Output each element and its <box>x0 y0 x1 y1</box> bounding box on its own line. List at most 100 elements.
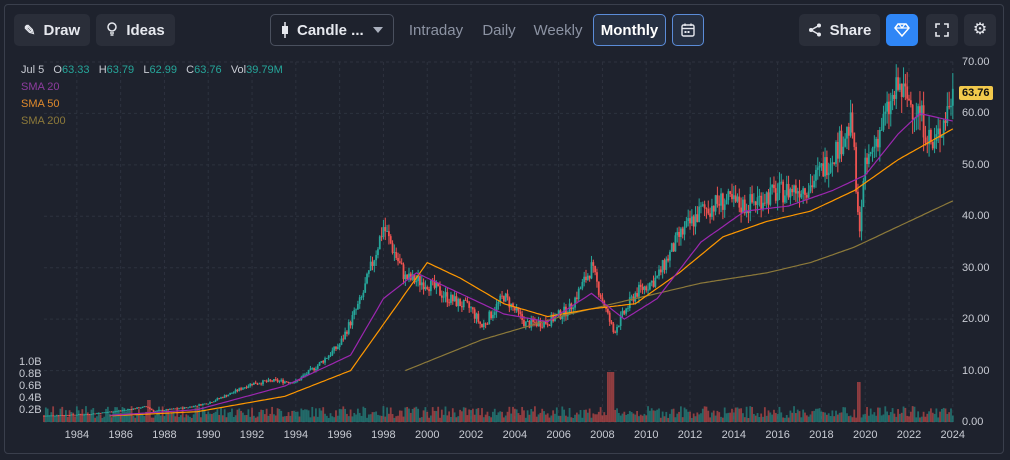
draw-button[interactable]: ✎ Draw <box>14 14 90 46</box>
volume-bar <box>791 412 794 422</box>
candle-body <box>466 300 469 303</box>
candle-body <box>413 274 416 283</box>
candle-body <box>94 413 96 415</box>
candle-body <box>858 212 861 232</box>
candle-body <box>674 235 677 252</box>
volume-bar <box>413 407 416 422</box>
candle-body <box>464 300 467 301</box>
volume-bar <box>601 415 604 422</box>
share-button[interactable]: Share <box>799 14 880 46</box>
close-value: 63.76 <box>194 64 222 76</box>
candle-body <box>566 314 569 317</box>
volume-bar <box>63 415 65 422</box>
candle-body <box>535 322 538 327</box>
volume-bar <box>935 408 938 422</box>
candle-body <box>526 321 529 322</box>
candle-body <box>942 120 945 135</box>
calendar-icon <box>681 23 695 37</box>
candle-body <box>271 380 274 382</box>
volume-bar <box>298 416 301 422</box>
volume-bar <box>568 407 571 422</box>
calendar-button[interactable] <box>672 14 704 46</box>
volume-bar <box>619 415 622 422</box>
candle-body <box>378 236 381 250</box>
y-tick-label: 10.00 <box>962 365 990 377</box>
volume-bar <box>685 409 688 422</box>
ideas-button[interactable]: Ideas <box>96 14 175 46</box>
volume-bar <box>386 407 388 422</box>
volume-bar <box>388 413 390 422</box>
candle-body <box>358 297 361 304</box>
candle-body <box>731 194 733 200</box>
volume-bar <box>758 417 761 422</box>
candle-body <box>231 393 233 394</box>
volume-bar <box>203 409 206 422</box>
volume-bar <box>276 408 279 422</box>
pencil-icon: ✎ <box>23 21 36 38</box>
candle-body <box>745 210 748 214</box>
candle-body <box>696 214 699 222</box>
volume-bar <box>563 409 566 422</box>
legend-sma200[interactable]: SMA 200 <box>21 115 66 127</box>
legend-sma50[interactable]: SMA 50 <box>21 98 60 110</box>
volume-bar <box>807 416 810 422</box>
fullscreen-button[interactable] <box>926 14 958 46</box>
volume-bar <box>391 414 394 422</box>
volume-tick-label: 0.4B <box>19 392 42 404</box>
volume-bar <box>238 408 241 422</box>
volume-bar <box>145 411 148 422</box>
legend-sma20[interactable]: SMA 20 <box>21 81 60 93</box>
volume-bar <box>501 411 503 422</box>
volume-bar <box>347 416 350 422</box>
volume-bar <box>358 412 361 422</box>
candle-body <box>260 383 263 385</box>
volume-bar <box>74 416 76 422</box>
volume-bar <box>867 415 870 422</box>
volume-bar <box>784 417 786 422</box>
candle-body <box>481 323 483 328</box>
premium-button[interactable] <box>886 14 918 46</box>
volume-bar <box>707 410 710 422</box>
volume-bar <box>499 411 502 422</box>
candle-body <box>335 346 337 349</box>
volume-bar <box>497 412 500 422</box>
volume-bar <box>638 416 640 422</box>
volume-bar <box>88 414 91 422</box>
candle-body <box>888 101 890 115</box>
volume-bar <box>721 417 724 422</box>
volume-bar <box>150 417 153 422</box>
x-tick-label: 2012 <box>677 429 703 441</box>
x-tick-label: 2016 <box>765 429 790 441</box>
candle-body <box>891 94 894 102</box>
candle-body <box>853 132 856 147</box>
volume-bar <box>566 416 569 422</box>
chart-frame <box>4 4 1004 454</box>
tab-daily[interactable]: Daily <box>482 21 516 39</box>
chart-type-select[interactable]: Candle ... <box>270 14 394 46</box>
volume-bar <box>917 411 920 422</box>
candle-body <box>681 228 684 235</box>
candle-body <box>594 265 597 273</box>
candle-body <box>612 323 615 333</box>
volume-bar <box>433 410 436 422</box>
volume-bar <box>322 407 325 422</box>
volume-bar <box>930 408 932 422</box>
settings-button[interactable]: ⚙ <box>964 14 996 46</box>
tab-weekly[interactable]: Weekly <box>533 21 583 39</box>
tab-intraday[interactable]: Intraday <box>408 21 464 39</box>
candle-body <box>758 195 761 198</box>
candle-body <box>776 193 779 201</box>
volume-bar <box>729 412 732 422</box>
tab-monthly[interactable]: Monthly <box>593 14 666 46</box>
candle-body <box>287 382 290 383</box>
volume-bar <box>639 414 642 422</box>
volume-bar <box>752 413 755 422</box>
candle-body <box>524 321 527 327</box>
volume-bar <box>763 407 766 422</box>
candle-body <box>137 407 140 409</box>
candle-body <box>683 226 686 235</box>
candle-body <box>676 231 679 236</box>
volume-bar <box>612 372 615 422</box>
volume-bar <box>218 414 221 422</box>
